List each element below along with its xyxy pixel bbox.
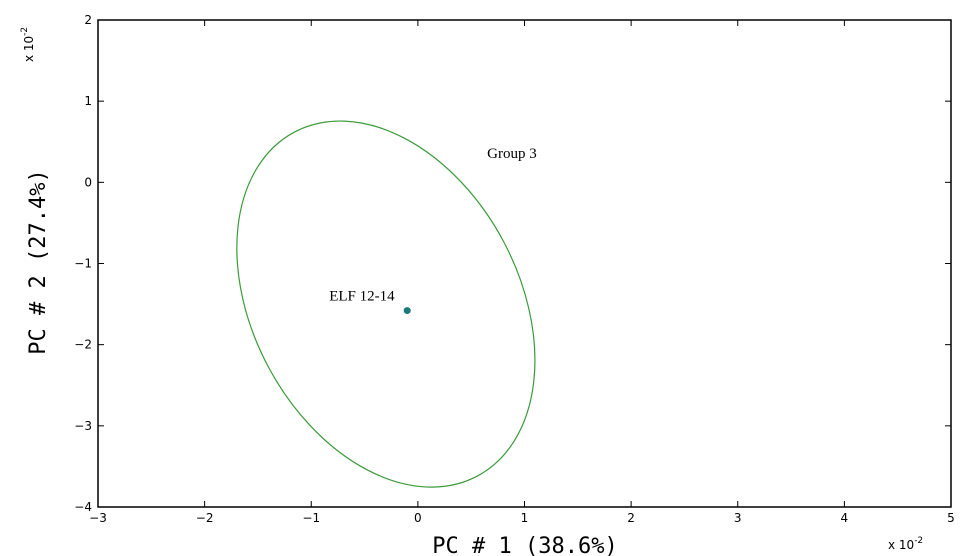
y-tick-label: −2 <box>74 338 92 352</box>
x-tick-label: 2 <box>627 511 635 525</box>
x-scale-base: x 10 <box>888 538 914 552</box>
y-tick-label: −1 <box>74 257 92 271</box>
x-tick-label: 5 <box>947 511 955 525</box>
y-tick-label: 1 <box>84 94 92 108</box>
group-ellipse <box>236 120 536 488</box>
data-series: Group 3 ELF 12-14 <box>236 120 537 488</box>
x-axis-ticks: −3 −2 −1 0 1 2 3 4 5 <box>89 20 955 525</box>
x-axis-scale-factor: x 10-2 <box>888 536 923 552</box>
y-tick-label: −3 <box>74 419 92 433</box>
data-point <box>403 307 411 315</box>
x-tick-label: −1 <box>302 511 320 525</box>
ellipse-label: Group 3 <box>487 146 537 162</box>
y-tick-label: −4 <box>74 500 92 514</box>
y-axis-scale-factor: x 10-2 <box>20 27 36 62</box>
x-tick-label: 3 <box>734 511 742 525</box>
svg-text:x 10-2: x 10-2 <box>20 27 36 62</box>
plot-frame <box>97 19 952 508</box>
x-tick-label: −3 <box>89 511 107 525</box>
y-scale-base: x 10 <box>22 36 36 62</box>
x-tick-label: 1 <box>521 511 529 525</box>
x-tick-label: −2 <box>196 511 214 525</box>
y-tick-label: 0 <box>84 175 92 189</box>
y-axis-label: PC # 2 (27.4%) <box>26 169 51 354</box>
svg-text:x 10-2: x 10-2 <box>888 536 923 552</box>
point-label: ELF 12-14 <box>329 289 395 305</box>
x-tick-label: 4 <box>841 511 849 525</box>
x-scale-exponent: -2 <box>914 536 923 546</box>
y-tick-label: 2 <box>84 13 92 27</box>
plot-area <box>97 19 952 508</box>
y-scale-exponent: -2 <box>20 27 30 36</box>
x-axis-label: PC # 1 (38.6%) <box>432 534 617 556</box>
y-axis-ticks: −4 −3 −2 −1 0 1 2 <box>74 13 951 514</box>
x-tick-label: 0 <box>414 511 422 525</box>
